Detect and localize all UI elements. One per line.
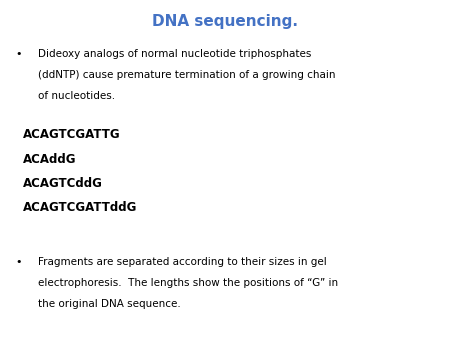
Text: of nucleotides.: of nucleotides. bbox=[38, 91, 115, 101]
Text: the original DNA sequence.: the original DNA sequence. bbox=[38, 299, 181, 309]
Text: (ddNTP) cause premature termination of a growing chain: (ddNTP) cause premature termination of a… bbox=[38, 70, 336, 80]
Text: •: • bbox=[16, 257, 22, 267]
Text: ACAddG: ACAddG bbox=[22, 153, 76, 166]
Text: ACAGTCddG: ACAGTCddG bbox=[22, 177, 103, 190]
Text: ACAGTCGATTG: ACAGTCGATTG bbox=[22, 128, 120, 141]
Text: Fragments are separated according to their sizes in gel: Fragments are separated according to the… bbox=[38, 257, 327, 267]
Text: ACAGTCGATTddG: ACAGTCGATTddG bbox=[22, 201, 137, 214]
Text: DNA sequencing.: DNA sequencing. bbox=[152, 14, 298, 28]
Text: •: • bbox=[16, 49, 22, 59]
Text: electrophoresis.  The lengths show the positions of “G” in: electrophoresis. The lengths show the po… bbox=[38, 278, 338, 288]
Text: Dideoxy analogs of normal nucleotide triphosphates: Dideoxy analogs of normal nucleotide tri… bbox=[38, 49, 311, 59]
